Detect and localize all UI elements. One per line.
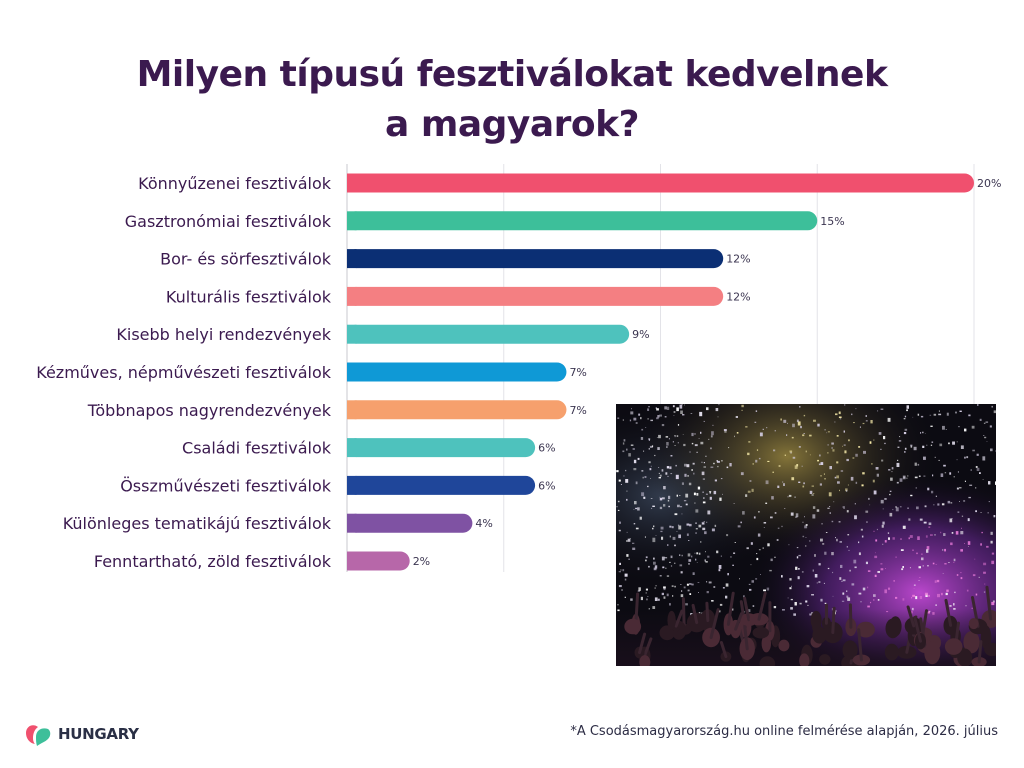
category-labels: Könnyűzenei fesztiválok Gasztronómiai fes… [36, 174, 331, 571]
bar [347, 551, 410, 571]
category-label: Kisebb helyi rendezvények [116, 325, 331, 344]
value-label: 6% [538, 442, 555, 455]
bars [347, 173, 974, 571]
footnote: *A Csodásmagyarország.hu online felmérés… [570, 724, 998, 739]
bar-left-edge [347, 249, 357, 269]
hungary-logo: HUNGARY [22, 720, 139, 748]
value-label: 20% [977, 177, 1001, 190]
category-label: Fenntartható, zöld fesztiválok [94, 552, 332, 571]
logo-mark-icon [26, 725, 51, 746]
bar [347, 475, 536, 495]
title-line-2: a magyarok? [385, 104, 639, 145]
bar [347, 286, 724, 306]
category-label: Családi fesztiválok [182, 439, 332, 458]
concert-confetti-photo [616, 404, 996, 666]
value-label: 12% [726, 253, 750, 266]
bar-left-edge [347, 475, 357, 495]
bar-left-edge [347, 324, 357, 344]
chart-title: Milyen típusú fesztiválokat kedvelnek a … [0, 50, 1024, 150]
bar [347, 438, 536, 458]
category-label: Bor- és sörfesztiválok [160, 250, 332, 269]
category-label: Könnyűzenei fesztiválok [138, 174, 332, 193]
bar [347, 249, 724, 269]
logo-text: HUNGARY [58, 725, 139, 743]
value-labels: 20% 15% 12% 12% 9% 7% 7% 6% 6% 4% 2% [413, 177, 1002, 568]
bar-left-edge [347, 362, 357, 382]
bar-left-edge [347, 513, 357, 533]
bar-left-edge [347, 400, 357, 420]
category-label: Kulturális fesztiválok [166, 287, 332, 306]
title-line-1: Milyen típusú fesztiválokat kedvelnek [136, 54, 888, 95]
bar [347, 362, 567, 382]
value-label: 6% [538, 479, 555, 492]
bar [347, 211, 818, 231]
bar [347, 173, 974, 193]
category-label: Kézműves, népművészeti fesztiválok [36, 363, 331, 382]
value-label: 9% [632, 328, 649, 341]
bar-left-edge [347, 286, 357, 306]
bar [347, 513, 473, 533]
value-label: 2% [413, 555, 430, 568]
bar [347, 400, 567, 420]
value-label: 15% [820, 215, 844, 228]
category-label: Gasztronómiai fesztiválok [125, 212, 332, 231]
category-label: Összművészeti fesztiválok [120, 476, 332, 495]
bar-left-edge [347, 438, 357, 458]
value-label: 4% [475, 517, 492, 530]
bar-left-edge [347, 551, 357, 571]
bar-left-edge [347, 211, 357, 231]
value-label: 7% [569, 404, 586, 417]
category-label: Többnapos nagyrendezvények [87, 401, 332, 420]
category-label: Különleges tematikájú fesztiválok [63, 514, 332, 533]
bar [347, 324, 630, 344]
bar-left-edge [347, 173, 357, 193]
value-label: 7% [569, 366, 586, 379]
value-label: 12% [726, 290, 750, 303]
